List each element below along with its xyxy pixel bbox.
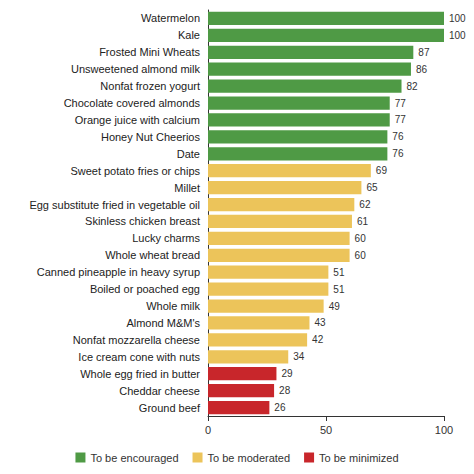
svg-text:Chocolate covered almonds: Chocolate covered almonds xyxy=(64,97,201,109)
svg-text:76: 76 xyxy=(392,148,404,159)
svg-text:42: 42 xyxy=(312,334,324,345)
svg-text:0: 0 xyxy=(205,424,211,436)
svg-text:Whole milk: Whole milk xyxy=(146,300,200,312)
svg-text:Boiled or poached egg: Boiled or poached egg xyxy=(90,283,200,295)
svg-text:77: 77 xyxy=(395,98,407,109)
svg-text:77: 77 xyxy=(395,114,407,125)
svg-text:Skinless chicken breast: Skinless chicken breast xyxy=(85,215,200,227)
svg-text:Ground beef: Ground beef xyxy=(139,402,201,414)
svg-text:28: 28 xyxy=(279,385,291,396)
svg-text:Kale: Kale xyxy=(178,29,200,41)
svg-text:Cheddar cheese: Cheddar cheese xyxy=(119,385,200,397)
svg-text:To be moderated: To be moderated xyxy=(208,452,291,464)
svg-text:50: 50 xyxy=(320,424,332,436)
svg-text:51: 51 xyxy=(333,284,345,295)
svg-text:Watermelon: Watermelon xyxy=(141,12,200,24)
svg-text:Date: Date xyxy=(177,148,200,160)
svg-text:51: 51 xyxy=(333,267,345,278)
svg-text:100: 100 xyxy=(435,424,453,436)
svg-text:Sweet potato fries or chips: Sweet potato fries or chips xyxy=(70,165,200,177)
svg-text:60: 60 xyxy=(355,250,367,261)
svg-text:61: 61 xyxy=(357,216,369,227)
svg-text:Almond M&M's: Almond M&M's xyxy=(126,317,200,329)
svg-text:82: 82 xyxy=(407,81,419,92)
svg-text:Lucky charms: Lucky charms xyxy=(132,232,200,244)
svg-text:Nonfat frozen yogurt: Nonfat frozen yogurt xyxy=(100,80,200,92)
svg-text:Ice cream cone with nuts: Ice cream cone with nuts xyxy=(78,351,200,363)
svg-text:34: 34 xyxy=(293,351,305,362)
svg-text:87: 87 xyxy=(418,47,430,58)
svg-text:76: 76 xyxy=(392,131,404,142)
svg-text:60: 60 xyxy=(355,233,367,244)
svg-text:100: 100 xyxy=(449,30,466,41)
svg-text:100: 100 xyxy=(449,13,466,24)
svg-text:Whole wheat bread: Whole wheat bread xyxy=(105,249,200,261)
svg-text:69: 69 xyxy=(376,165,388,176)
svg-text:29: 29 xyxy=(281,368,293,379)
svg-text:Egg substitute fried in vegeta: Egg substitute fried in vegetable oil xyxy=(29,199,200,211)
svg-text:Nonfat mozzarella cheese: Nonfat mozzarella cheese xyxy=(73,334,200,346)
svg-text:26: 26 xyxy=(274,402,286,413)
svg-text:To be minimized: To be minimized xyxy=(319,452,398,464)
svg-text:86: 86 xyxy=(416,64,428,75)
svg-text:Millet: Millet xyxy=(174,182,200,194)
svg-text:To be encouraged: To be encouraged xyxy=(90,452,178,464)
svg-text:43: 43 xyxy=(314,317,326,328)
svg-text:Canned pineapple in heavy syru: Canned pineapple in heavy syrup xyxy=(37,266,200,278)
svg-text:Honey Nut Cheerios: Honey Nut Cheerios xyxy=(101,131,201,143)
svg-text:Unsweetened almond milk: Unsweetened almond milk xyxy=(71,63,201,75)
svg-text:65: 65 xyxy=(366,182,378,193)
svg-text:62: 62 xyxy=(359,199,371,210)
svg-text:Whole egg fried in butter: Whole egg fried in butter xyxy=(80,368,200,380)
svg-text:49: 49 xyxy=(329,301,341,312)
svg-text:Frosted Mini Wheats: Frosted Mini Wheats xyxy=(99,46,200,58)
svg-text:Orange juice with calcium: Orange juice with calcium xyxy=(75,114,200,126)
